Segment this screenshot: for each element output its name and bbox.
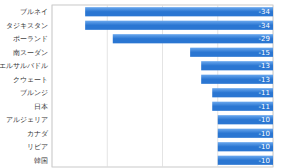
category-label: クウェート bbox=[13, 76, 48, 84]
data-label: -11 bbox=[259, 89, 270, 97]
bar bbox=[218, 156, 273, 165]
data-label: -11 bbox=[259, 103, 270, 111]
category-label: タジキスタン bbox=[6, 22, 48, 30]
bar bbox=[212, 88, 273, 97]
bar bbox=[218, 142, 273, 151]
bar bbox=[113, 34, 273, 43]
category-label: アルジェリア bbox=[6, 116, 48, 124]
data-label: -13 bbox=[259, 62, 270, 70]
category-label: ブルンジ bbox=[20, 89, 48, 97]
bar bbox=[212, 102, 273, 111]
category-label: ポーランド bbox=[13, 35, 48, 43]
data-label: -13 bbox=[259, 76, 270, 84]
category-label: 南スーダン bbox=[13, 49, 48, 57]
data-label: -15 bbox=[259, 49, 270, 57]
grid-line bbox=[52, 5, 53, 167]
bar bbox=[218, 129, 273, 138]
plot-frame bbox=[52, 5, 273, 167]
bar bbox=[201, 61, 273, 70]
bars bbox=[85, 7, 273, 165]
category-label: 日本 bbox=[34, 103, 48, 111]
chart: -34 ブルネイ -34 タジキスタン -29 ポーランド -15 南スーダン -13 エルサルバ… bbox=[0, 0, 300, 168]
data-label: -34 bbox=[259, 8, 271, 16]
data-label: -10 bbox=[259, 130, 270, 138]
bar bbox=[85, 21, 273, 30]
bar bbox=[85, 7, 273, 16]
data-label: -10 bbox=[259, 143, 270, 151]
data-label: -34 bbox=[259, 22, 271, 30]
category-label: 韓国 bbox=[34, 157, 48, 165]
data-label: -10 bbox=[259, 116, 270, 124]
category-label: リビア bbox=[27, 143, 48, 151]
category-label: カナダ bbox=[27, 130, 49, 138]
category-label: エルサルバドル bbox=[0, 62, 48, 70]
bar bbox=[190, 48, 273, 57]
data-label: -10 bbox=[259, 157, 270, 165]
bar bbox=[218, 115, 273, 124]
category-label: ブルネイ bbox=[20, 8, 48, 16]
data-label: -29 bbox=[259, 35, 270, 43]
bar bbox=[201, 75, 273, 84]
